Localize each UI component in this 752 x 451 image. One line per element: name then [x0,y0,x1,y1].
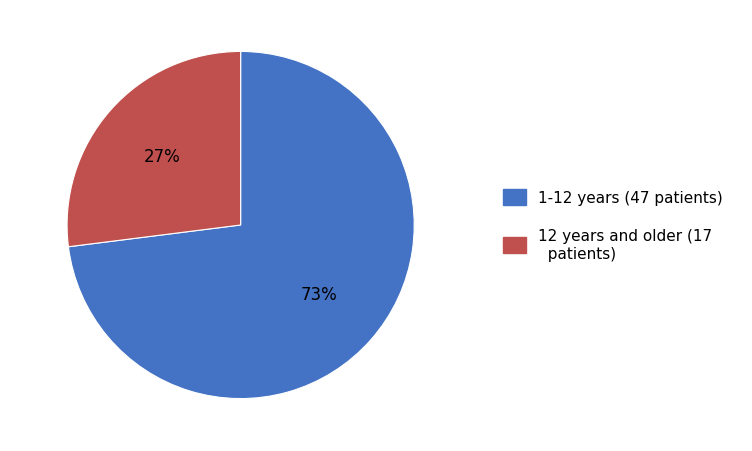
Legend: 1-12 years (47 patients), 12 years and older (17
  patients): 1-12 years (47 patients), 12 years and o… [497,184,729,267]
Wedge shape [68,52,414,399]
Wedge shape [67,52,241,247]
Text: 73%: 73% [300,285,337,303]
Text: 27%: 27% [144,148,181,166]
